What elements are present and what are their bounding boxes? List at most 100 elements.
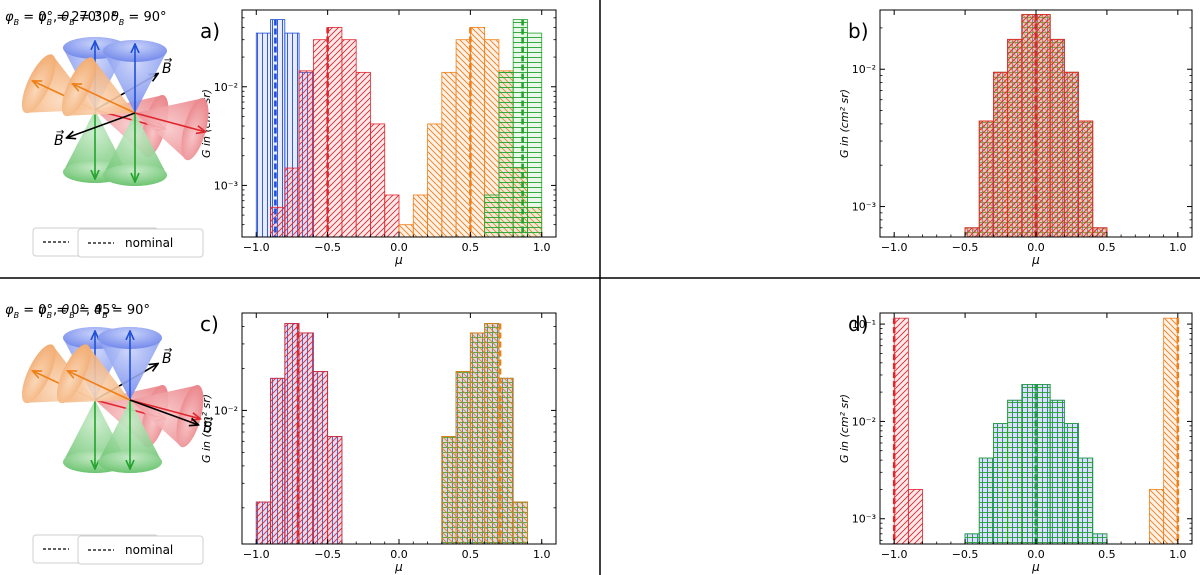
bar-hatch-red (312, 39, 329, 237)
bar-hatch-red (327, 26, 343, 237)
x-tick-label: 0.0 (1027, 548, 1045, 561)
b-field-label: B (162, 61, 172, 77)
panel-orientation-title: φB = 0°, θB = 90° (38, 303, 150, 320)
bar-hatch-green (498, 71, 514, 237)
bar-hatch-red (327, 436, 343, 544)
bar-hatch-red (355, 71, 371, 237)
legend-label: nominal (125, 543, 173, 557)
legend-box (77, 228, 204, 258)
y-axis-label: G in (cm² sr) (838, 89, 851, 158)
bar-hatch-orange (1163, 317, 1179, 544)
legend-label: nominal (125, 236, 173, 250)
bar-hatch-red (341, 39, 357, 237)
series-orange (441, 323, 528, 544)
bar-hatch-orange (1149, 489, 1165, 544)
bar-hatch-orange (427, 123, 443, 237)
bars-group (255, 323, 528, 544)
b-field-vector-mark: → (205, 414, 213, 425)
bar-hatch-green (1092, 533, 1108, 544)
b-field-vector-mark: → (164, 345, 172, 356)
x-axis-label: μ (1031, 560, 1040, 574)
bar-hatch-green (1049, 399, 1065, 544)
y-axis-label: G in (cm² sr) (200, 394, 213, 463)
b-field-arrow-icon (129, 399, 198, 425)
b-field-vector-mark: → (164, 55, 172, 66)
x-tick-label: 0.0 (390, 241, 408, 254)
bars-group (892, 317, 1180, 544)
bar-hatch-red (907, 489, 923, 544)
bar-hatch-red (370, 123, 386, 237)
x-tick-label: 0.0 (1027, 241, 1045, 254)
bar-hatch-green (1007, 399, 1023, 544)
x-tick-label: −1.0 (243, 241, 270, 254)
x-tick-label: 0.5 (462, 548, 480, 561)
panel-a: φB = 0°, θB = 30°B→nominala)−1.0−0.50.00… (5, 9, 557, 267)
y-tick-label: 10⁻³ (214, 179, 238, 192)
series-red (893, 317, 923, 544)
bar-hatch-green (964, 533, 980, 544)
bar-hatch-green (512, 19, 528, 237)
y-tick-label: 10⁻³ (852, 513, 876, 526)
x-tick-label: −1.0 (243, 548, 270, 561)
y-tick-label: 10⁻² (214, 404, 238, 417)
bar-hatch-red (284, 167, 300, 237)
x-axis-label: μ (394, 253, 403, 267)
bar-hatch-green (1021, 384, 1037, 544)
bar-hatch-green (484, 194, 500, 237)
x-tick-label: −0.5 (952, 241, 979, 254)
bar-hatch-green (1035, 384, 1051, 544)
bar-hatch-red (270, 377, 286, 544)
bar-hatch-orange (441, 71, 457, 237)
panel-c: φB = 0°, θB = 45°B→nominalc)−1.0−0.50.00… (5, 303, 557, 574)
panel-orientation-title: φB = 270°, θB = 90° (38, 10, 167, 27)
bar-hatch-green (527, 32, 543, 237)
panel-label: a) (200, 19, 220, 43)
bar-hatch-red (1035, 14, 1051, 237)
x-tick-label: 0.5 (1098, 241, 1116, 254)
x-tick-label: 0.0 (390, 548, 408, 561)
bar-hatch-green (993, 423, 1009, 544)
x-tick-label: −1.0 (881, 548, 908, 561)
bar-hatch-blue (255, 32, 271, 237)
orange-arrow-icon (68, 371, 131, 401)
x-axis-label: μ (394, 560, 403, 574)
y-tick-label: 10⁻³ (852, 201, 876, 214)
legend-box (77, 535, 204, 565)
x-tick-label: −0.5 (314, 241, 341, 254)
b-field-label: B (203, 420, 213, 436)
bar-hatch-red (978, 120, 994, 237)
orange-arrow-icon (73, 84, 136, 114)
bar-hatch-red (255, 501, 271, 544)
y-tick-label: 10⁻² (214, 81, 238, 94)
red-arrow-icon (134, 112, 205, 132)
series-red (270, 26, 400, 237)
bar-hatch-orange (469, 26, 486, 237)
bar-hatch-red (270, 206, 286, 237)
bar-hatch-red (1078, 120, 1094, 237)
bar-hatch-red (298, 70, 314, 237)
bar-hatch-green (1063, 423, 1079, 544)
bar-hatch-orange (484, 323, 500, 544)
bar-hatch-orange (441, 436, 457, 544)
y-axis-label: G in (cm² sr) (838, 394, 851, 463)
b-field-label: B (162, 351, 172, 367)
panel-orientation-title: φB = 0°, θB = 45° (5, 303, 117, 320)
bar-hatch-red (312, 371, 329, 544)
bar-hatch-orange (469, 332, 486, 544)
bar-hatch-red (384, 194, 400, 237)
x-tick-label: 1.0 (533, 241, 551, 254)
b-field-arrow-icon (67, 112, 136, 138)
bar-hatch-red (893, 317, 909, 544)
bar-hatch-red (298, 332, 314, 544)
bar-hatch-orange (512, 501, 528, 544)
x-tick-label: 1.0 (1169, 548, 1187, 561)
panel-label: b) (848, 19, 869, 43)
b-field-vector-mark: → (56, 127, 64, 138)
series-green (964, 384, 1108, 544)
bar-hatch-orange (455, 39, 471, 237)
series-red (964, 14, 1108, 237)
bar-hatch-orange (455, 371, 471, 544)
bar-hatch-blue (270, 19, 286, 237)
